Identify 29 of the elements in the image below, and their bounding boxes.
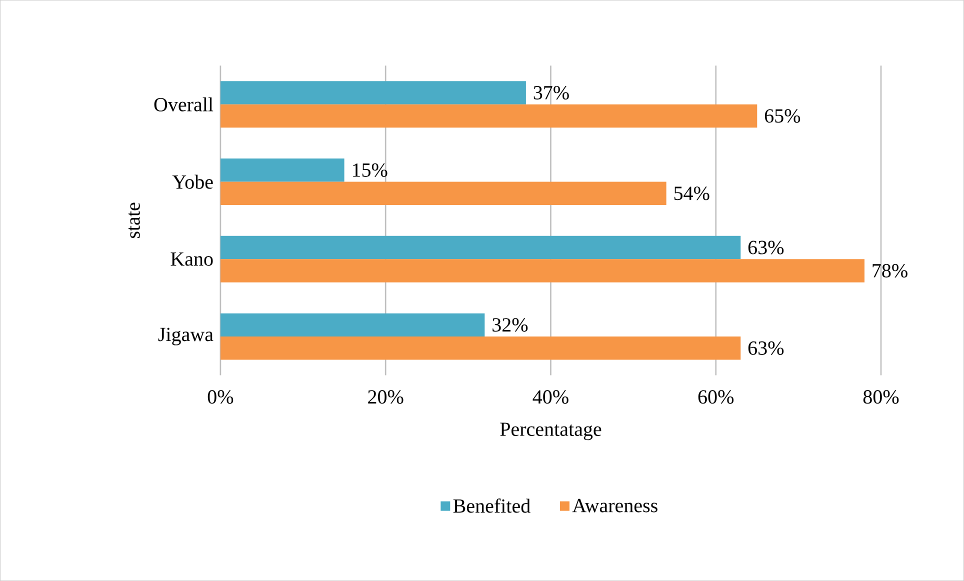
x-axis-title: Percentatage	[500, 422, 602, 440]
legend-label: Awareness	[572, 498, 658, 512]
x-tick-label: 60%	[698, 390, 734, 404]
data-label: 65%	[764, 109, 800, 123]
x-tick-label: 40%	[532, 390, 568, 404]
bar	[220, 313, 485, 337]
data-label: 54%	[674, 186, 710, 200]
data-label: 15%	[353, 163, 388, 177]
bar	[220, 182, 666, 205]
y-axis-title: state	[128, 202, 140, 238]
x-tick-label: 20%	[368, 390, 404, 404]
data-label: 32%	[492, 318, 528, 332]
data-label: 63%	[748, 341, 784, 355]
y-tick-label: Kano	[170, 252, 213, 266]
bar	[220, 259, 864, 282]
legend-label: Benefited	[453, 498, 530, 513]
x-tick-label: 80%	[863, 390, 899, 404]
y-tick-label: Overall	[154, 97, 214, 112]
y-tick-label: Jigawa	[158, 328, 214, 346]
data-label: 37%	[534, 86, 569, 100]
data-label: 63%	[748, 240, 784, 254]
x-tick-label: 0%	[208, 390, 234, 404]
bar	[220, 158, 344, 182]
y-tick-label: Yobe	[172, 174, 213, 189]
bar	[220, 336, 741, 360]
bar	[220, 104, 758, 128]
bar	[220, 236, 741, 260]
data-label: 78%	[872, 264, 908, 278]
bar	[220, 81, 526, 104]
